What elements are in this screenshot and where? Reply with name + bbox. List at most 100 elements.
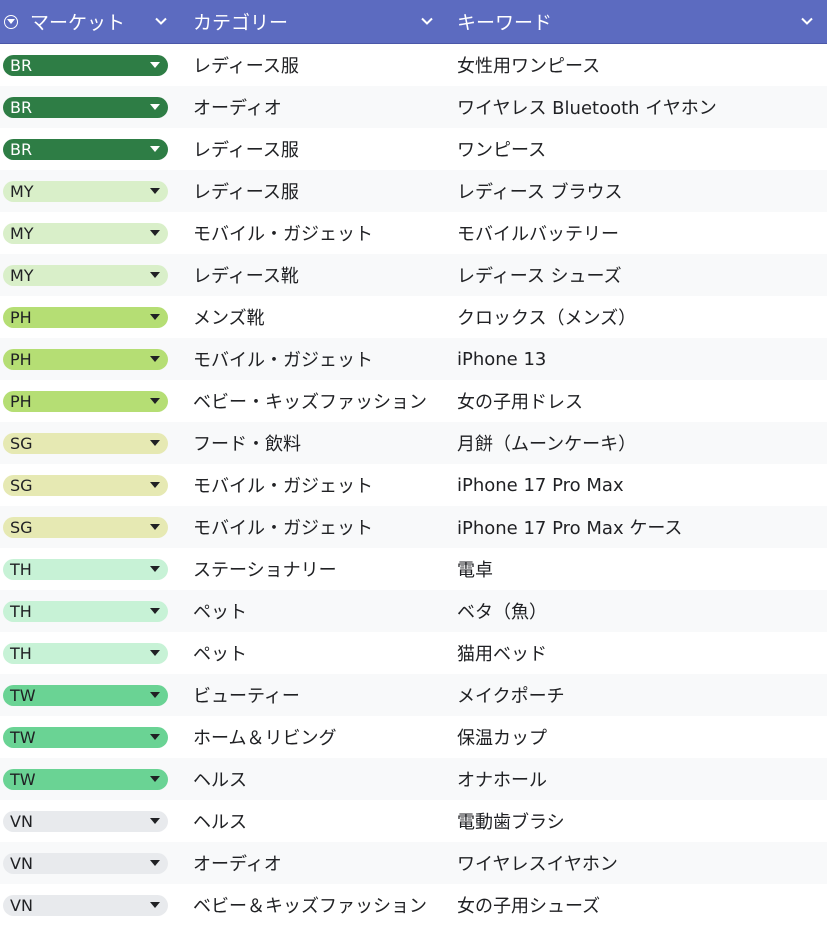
dropdown-arrow-icon[interactable] — [150, 524, 160, 530]
market-dropdown-chip[interactable]: TH — [3, 558, 168, 580]
category-cell[interactable]: モバイル・ガジェット — [193, 476, 373, 497]
column-header-keyword-label: キーワード — [457, 12, 553, 34]
market-dropdown-chip[interactable]: TW — [3, 684, 168, 706]
keyword-cell[interactable]: 女の子用シューズ — [457, 896, 601, 917]
category-cell[interactable]: メンズ靴 — [193, 308, 265, 329]
dropdown-arrow-icon[interactable] — [150, 440, 160, 446]
keyword-cell[interactable]: レディース シューズ — [457, 266, 622, 287]
market-dropdown-chip[interactable]: MY — [3, 180, 168, 202]
dropdown-arrow-icon[interactable] — [150, 356, 160, 362]
market-dropdown-chip[interactable]: TH — [3, 600, 168, 622]
dropdown-arrow-icon[interactable] — [150, 608, 160, 614]
keyword-cell[interactable]: 電卓 — [457, 560, 493, 581]
market-dropdown-chip[interactable]: PH — [3, 390, 168, 412]
keyword-cell[interactable]: ベタ（魚） — [457, 602, 547, 623]
market-dropdown-chip[interactable]: BR — [3, 54, 168, 76]
dropdown-arrow-icon[interactable] — [150, 650, 160, 656]
category-cell[interactable]: ベビー＆キッズファッション — [193, 896, 427, 917]
market-dropdown-chip[interactable]: MY — [3, 222, 168, 244]
category-cell[interactable]: ホーム＆リビング — [193, 728, 337, 749]
dropdown-arrow-icon[interactable] — [150, 776, 160, 782]
dropdown-arrow-icon[interactable] — [150, 482, 160, 488]
keyword-cell[interactable]: ワイヤレス Bluetooth イヤホン — [457, 98, 717, 119]
keyword-cell[interactable]: iPhone 17 Pro Max ケース — [457, 518, 683, 539]
market-dropdown-chip[interactable]: BR — [3, 138, 168, 160]
dropdown-arrow-icon[interactable] — [150, 398, 160, 404]
category-cell[interactable]: オーディオ — [193, 854, 282, 875]
keyword-cell[interactable]: オナホール — [457, 770, 547, 791]
keyword-cell[interactable]: iPhone 13 — [457, 348, 547, 370]
category-cell[interactable]: ペット — [193, 644, 247, 665]
market-dropdown-chip[interactable]: SG — [3, 432, 168, 454]
dropdown-arrow-icon[interactable] — [150, 146, 160, 152]
table-row: BR レディース服 ワンピース — [0, 128, 827, 170]
market-dropdown-chip[interactable]: PH — [3, 306, 168, 328]
market-dropdown-chip[interactable]: PH — [3, 348, 168, 370]
column-header-keyword[interactable]: キーワード — [447, 0, 827, 44]
keyword-cell[interactable]: ワンピース — [457, 140, 547, 161]
dropdown-arrow-icon[interactable] — [150, 104, 160, 110]
keyword-cell[interactable]: モバイルバッテリー — [457, 224, 619, 245]
keyword-cell[interactable]: メイクポーチ — [457, 686, 565, 707]
keyword-cell[interactable]: レディース ブラウス — [457, 182, 623, 203]
keyword-cell[interactable]: 猫用ベッド — [457, 644, 547, 665]
market-dropdown-chip[interactable]: VN — [3, 810, 168, 832]
keyword-cell[interactable]: 女の子用ドレス — [457, 392, 583, 413]
market-dropdown-chip[interactable]: SG — [3, 474, 168, 496]
chevron-down-icon[interactable] — [419, 13, 435, 29]
column-header-market[interactable]: マーケット — [0, 0, 183, 44]
category-cell[interactable]: レディース靴 — [193, 266, 299, 287]
keyword-cell[interactable]: 月餅（ムーンケーキ） — [457, 434, 637, 455]
market-cell: VN — [0, 810, 183, 832]
category-cell[interactable]: ヘルス — [193, 812, 247, 833]
keyword-cell[interactable]: iPhone 17 Pro Max — [457, 474, 624, 496]
market-dropdown-chip[interactable]: VN — [3, 894, 168, 916]
category-cell[interactable]: レディース服 — [193, 140, 299, 161]
market-dropdown-chip[interactable]: VN — [3, 852, 168, 874]
keyword-cell[interactable]: 電動歯ブラシ — [457, 812, 565, 833]
category-cell[interactable]: フード・飲料 — [193, 434, 301, 455]
market-dropdown-chip[interactable]: TW — [3, 768, 168, 790]
category-cell[interactable]: レディース服 — [193, 182, 299, 203]
dropdown-arrow-icon[interactable] — [150, 734, 160, 740]
market-chip-label: VN — [10, 811, 33, 831]
market-dropdown-chip[interactable]: SG — [3, 516, 168, 538]
column-header-category[interactable]: カテゴリー — [183, 0, 447, 44]
market-chip-label: PH — [10, 349, 32, 369]
dropdown-arrow-icon[interactable] — [150, 860, 160, 866]
dropdown-arrow-icon[interactable] — [150, 692, 160, 698]
market-cell: PH — [0, 348, 183, 370]
chevron-down-icon[interactable] — [799, 13, 815, 29]
keyword-cell[interactable]: ワイヤレスイヤホン — [457, 854, 618, 875]
dropdown-arrow-icon[interactable] — [150, 62, 160, 68]
market-dropdown-chip[interactable]: TW — [3, 726, 168, 748]
category-cell[interactable]: ベビー・キッズファッション — [193, 392, 427, 413]
category-cell[interactable]: ステーショナリー — [193, 560, 337, 581]
keyword-cell[interactable]: クロックス（メンズ） — [457, 308, 637, 329]
category-cell[interactable]: モバイル・ガジェット — [193, 224, 373, 245]
category-cell[interactable]: オーディオ — [193, 98, 282, 119]
category-cell[interactable]: モバイル・ガジェット — [193, 518, 373, 539]
category-cell[interactable]: ヘルス — [193, 770, 247, 791]
dropdown-arrow-icon[interactable] — [150, 902, 160, 908]
dropdown-arrow-icon[interactable] — [150, 188, 160, 194]
market-dropdown-chip[interactable]: MY — [3, 264, 168, 286]
dropdown-arrow-icon[interactable] — [150, 566, 160, 572]
dropdown-arrow-icon[interactable] — [150, 230, 160, 236]
dropdown-arrow-icon[interactable] — [150, 272, 160, 278]
dropdown-arrow-icon[interactable] — [150, 818, 160, 824]
category-cell[interactable]: ペット — [193, 602, 247, 623]
market-cell: PH — [0, 306, 183, 328]
category-cell[interactable]: モバイル・ガジェット — [193, 350, 373, 371]
filter-circle-icon[interactable] — [4, 14, 18, 29]
market-dropdown-chip[interactable]: TH — [3, 642, 168, 664]
market-cell: MY — [0, 222, 183, 244]
category-cell[interactable]: ビューティー — [193, 686, 300, 707]
market-cell: TH — [0, 558, 183, 580]
market-dropdown-chip[interactable]: BR — [3, 96, 168, 118]
dropdown-arrow-icon[interactable] — [150, 314, 160, 320]
keyword-cell[interactable]: 保温カップ — [457, 728, 547, 749]
chevron-down-icon[interactable] — [153, 13, 169, 29]
keyword-cell[interactable]: 女性用ワンピース — [457, 56, 601, 77]
category-cell[interactable]: レディース服 — [193, 56, 299, 77]
